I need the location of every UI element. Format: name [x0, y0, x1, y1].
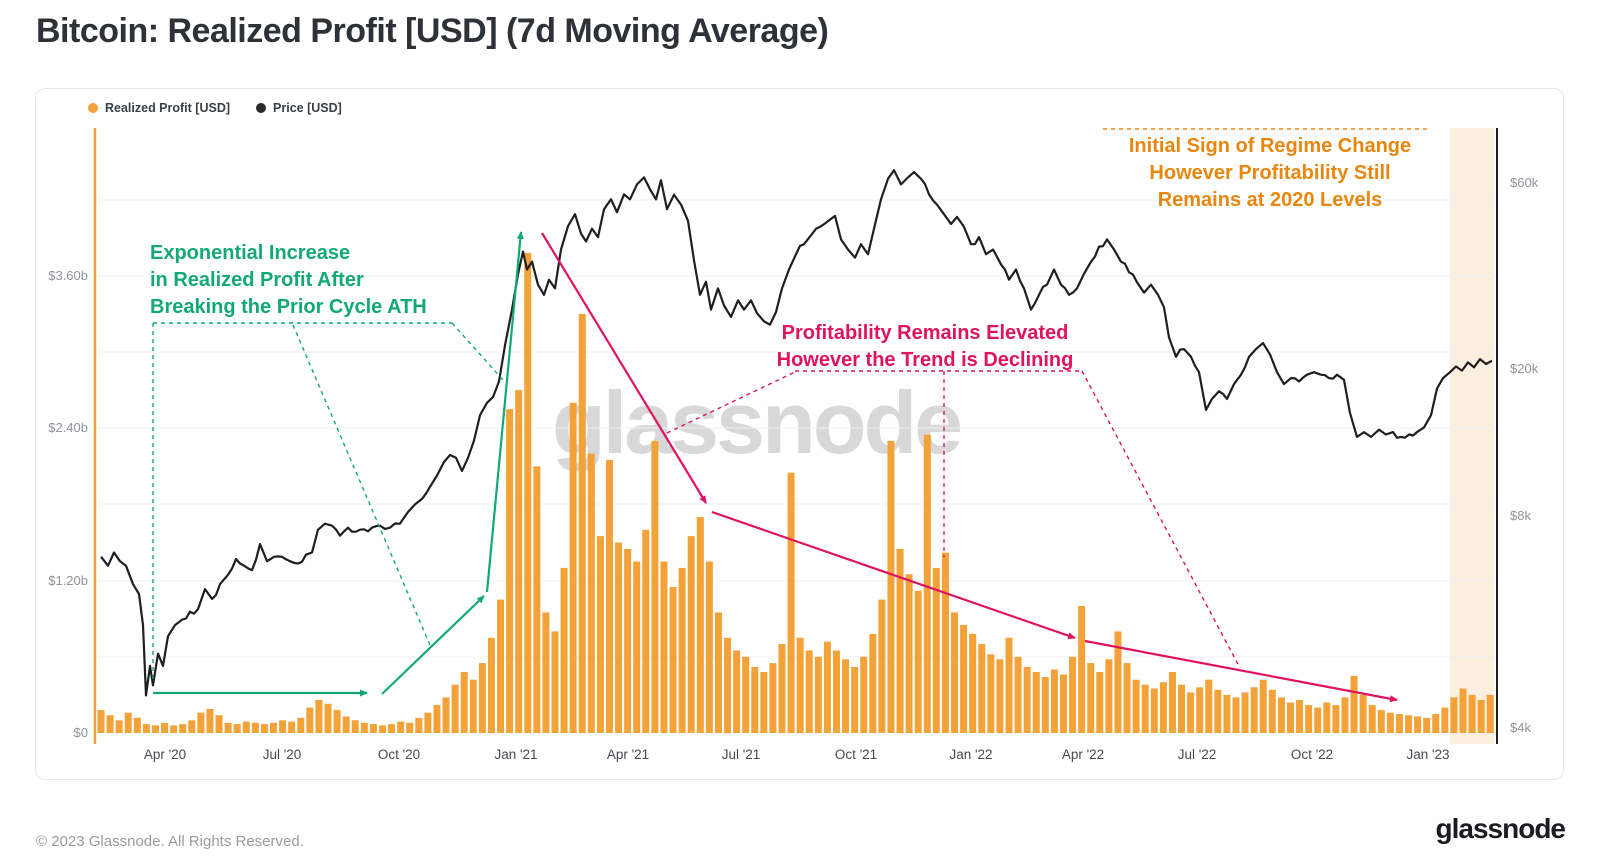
- x-axis-tick: Oct '22: [1290, 747, 1334, 762]
- realized-profit-dot-icon: [88, 103, 98, 113]
- x-axis-tick: Apr '20: [143, 747, 187, 762]
- price-dot-icon: [256, 103, 267, 113]
- left-axis-tick: $1.20b: [48, 573, 88, 588]
- legend-item-realized-profit[interactable]: Realized Profit [USD]: [88, 101, 230, 115]
- x-axis-tick: Jan '21: [494, 747, 538, 762]
- annotation-exponential-increase: Exponential Increase in Realized Profit …: [150, 242, 427, 318]
- chart-legend: Realized Profit [USD] Price [USD]: [88, 101, 342, 115]
- footer-copyright: © 2023 Glassnode. All Rights Reserved.: [36, 833, 304, 850]
- page-title: Bitcoin: Realized Profit [USD] (7d Movin…: [36, 12, 829, 50]
- legend-item-price[interactable]: Price [USD]: [256, 101, 342, 115]
- x-axis-tick: Jan '22: [949, 747, 993, 762]
- x-axis-tick: Jul '20: [262, 747, 302, 762]
- legend-label-price: Price [USD]: [273, 101, 342, 115]
- annotation-regime-change: Initial Sign of Regime Change However Pr…: [1128, 135, 1412, 211]
- left-axis-tick: $0: [73, 725, 88, 740]
- x-axis-tick: Jul '21: [721, 747, 761, 762]
- right-axis-tick: $20k: [1510, 361, 1539, 376]
- glassnode-watermark: glassnode: [552, 373, 963, 472]
- x-axis-tick: Apr '21: [606, 747, 650, 762]
- glassnode-logo: glassnode: [1435, 813, 1566, 844]
- x-axis-tick: Apr '22: [1061, 747, 1105, 762]
- x-axis-tick: Jan '23: [1406, 747, 1450, 762]
- x-axis-tick: Jul '22: [1177, 747, 1217, 762]
- right-axis-tick: $8k: [1510, 508, 1531, 523]
- right-axis-tick: $60k: [1510, 175, 1539, 190]
- left-axis-tick: $3.60b: [48, 268, 88, 283]
- legend-label-realized-profit: Realized Profit [USD]: [105, 101, 231, 115]
- annotation-profitability-declining: Profitability Remains Elevated However t…: [776, 322, 1074, 371]
- x-axis-tick: Oct '20: [377, 747, 421, 762]
- right-axis-tick: $4k: [1510, 720, 1531, 735]
- x-axis-tick: Oct '21: [834, 747, 878, 762]
- left-axis-tick: $2.40b: [48, 420, 88, 435]
